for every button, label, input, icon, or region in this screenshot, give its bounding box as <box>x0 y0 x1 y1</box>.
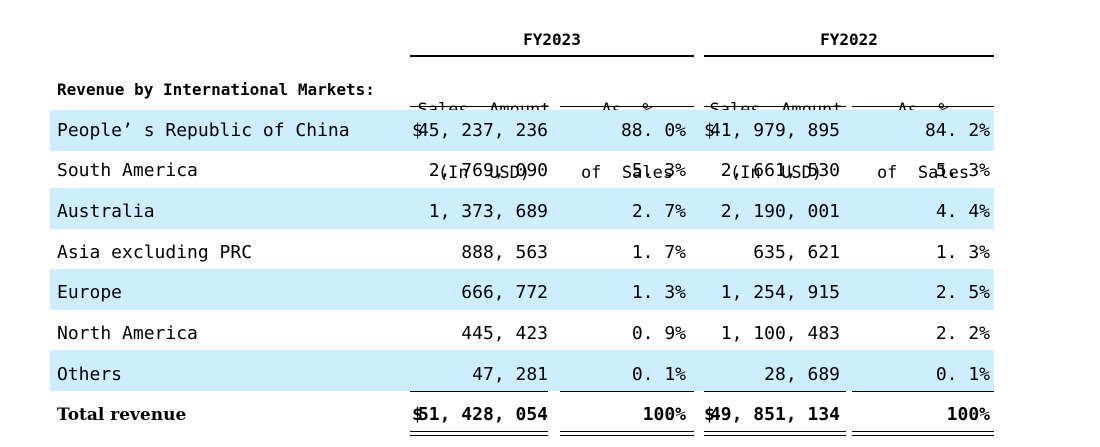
group-rule-fy2023 <box>410 55 694 57</box>
fy2022-amount: 41, 979, 895 <box>709 120 840 141</box>
row-label: North America <box>57 323 198 344</box>
fy2022-pct: 1. 3% <box>935 242 990 263</box>
subtotal-rule-3 <box>704 391 846 392</box>
group-header-fy2022: FY2022 <box>820 30 878 49</box>
row-band <box>50 110 994 151</box>
total-fy2022-pct: 100% <box>946 404 990 425</box>
col-rule-2 <box>560 106 694 107</box>
fy2022-pct: 84. 2% <box>924 120 990 141</box>
currency-symbol: $ <box>412 120 423 141</box>
fy2023-amount: 47, 281 <box>472 364 548 385</box>
fy2023-pct: 88. 0% <box>620 120 686 141</box>
group-rule-fy2022 <box>704 55 994 57</box>
fy2022-pct: 2. 2% <box>935 323 990 344</box>
row-label: South America <box>57 160 198 181</box>
fy2023-amount: 888, 563 <box>461 242 548 263</box>
fy2022-pct: 4. 4% <box>935 201 990 222</box>
fy2022-pct: 0. 1% <box>935 364 990 385</box>
currency-symbol: $ <box>412 404 423 425</box>
fy2023-pct: 0. 1% <box>631 364 686 385</box>
currency-symbol: $ <box>704 120 715 141</box>
subtotal-rule-1 <box>410 391 548 392</box>
fy2023-amount: 445, 423 <box>461 323 548 344</box>
fy2023-pct: 0. 9% <box>631 323 686 344</box>
fy2022-pct: 5. 3% <box>935 160 990 181</box>
total-double-rule-3 <box>704 431 846 436</box>
total-label: Total revenue <box>57 405 187 425</box>
row-label: Others <box>57 364 123 385</box>
fy2022-amount: 28, 689 <box>764 364 840 385</box>
row-label: Asia excluding PRC <box>57 242 253 263</box>
total-fy2023-pct: 100% <box>642 404 686 425</box>
row-label: Australia <box>57 201 155 222</box>
row-band <box>50 188 994 229</box>
fy2022-amount: 635, 621 <box>753 242 840 263</box>
fy2023-amount: 666, 772 <box>461 282 548 303</box>
fy2022-amount: 2, 661, 530 <box>720 160 840 181</box>
currency-symbol: $ <box>704 404 715 425</box>
total-double-rule-1 <box>410 431 548 436</box>
fy2023-amount: 45, 237, 236 <box>417 120 548 141</box>
total-double-rule-4 <box>852 431 994 436</box>
fy2023-pct: 1. 3% <box>631 282 686 303</box>
fy2023-pct: 2. 7% <box>631 201 686 222</box>
total-fy2023-amount: 51, 428, 054 <box>417 404 548 425</box>
fy2022-amount: 2, 190, 001 <box>720 201 840 222</box>
col-rule-4 <box>852 106 994 107</box>
subtotal-rule-4 <box>852 391 994 392</box>
total-fy2022-amount: 49, 851, 134 <box>709 404 840 425</box>
fy2023-amount: 2, 769, 090 <box>428 160 548 181</box>
total-double-rule-2 <box>560 431 694 436</box>
row-label-header: Revenue by International Markets: <box>57 80 375 99</box>
row-label: People’ s Republic of China <box>57 120 350 141</box>
row-band <box>50 350 994 391</box>
fy2023-pct: 1. 7% <box>631 242 686 263</box>
fy2022-pct: 2. 5% <box>935 282 990 303</box>
row-band <box>50 269 994 310</box>
col-rule-3 <box>704 106 846 107</box>
fy2022-amount: 1, 100, 483 <box>720 323 840 344</box>
fy2023-pct: 5. 3% <box>631 160 686 181</box>
subtotal-rule-2 <box>560 391 694 392</box>
group-header-fy2023: FY2023 <box>523 30 581 49</box>
col-rule-1 <box>410 106 548 107</box>
row-label: Europe <box>57 282 123 303</box>
fy2023-amount: 1, 373, 689 <box>428 201 548 222</box>
fy2022-amount: 1, 254, 915 <box>720 282 840 303</box>
